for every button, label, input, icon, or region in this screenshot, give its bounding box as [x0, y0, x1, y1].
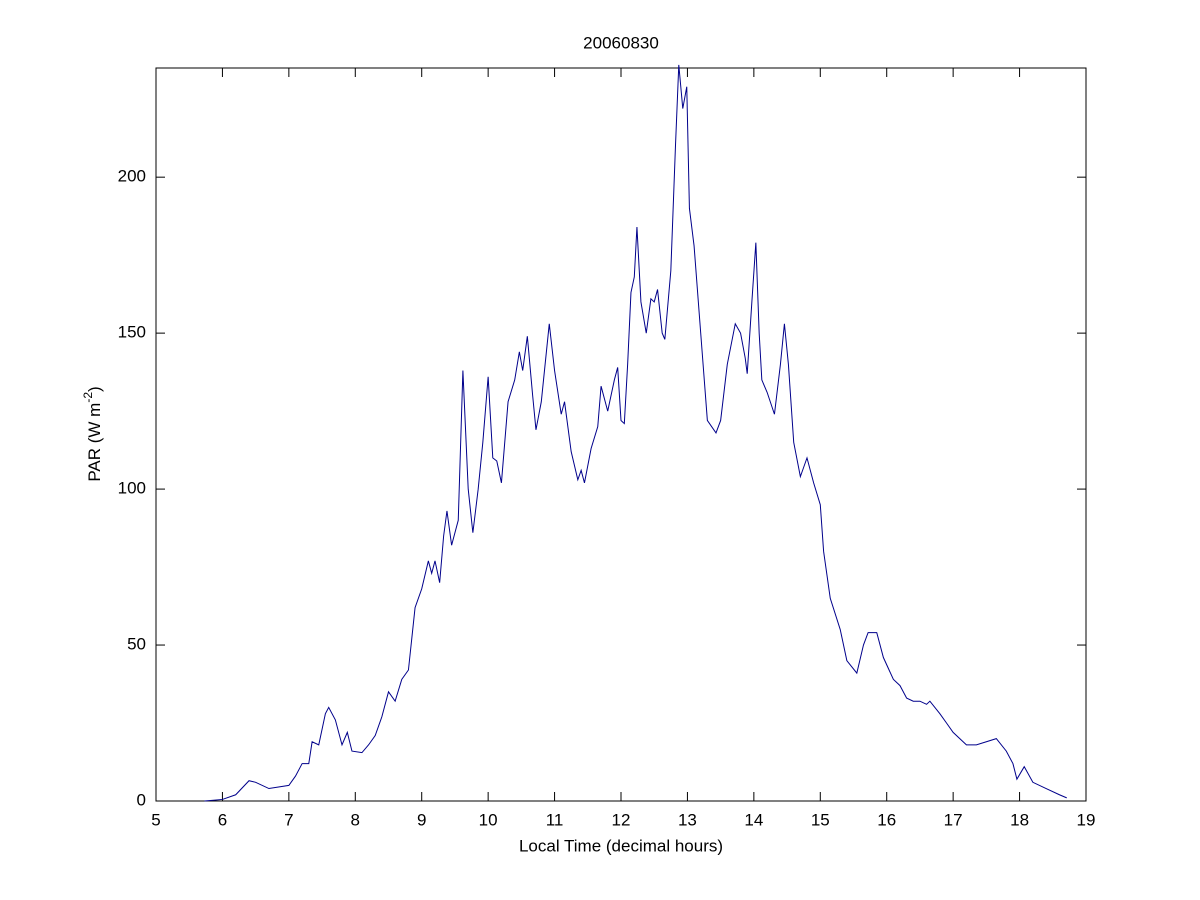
x-tick-label: 15 [811, 810, 830, 829]
y-tick-label: 0 [137, 790, 146, 809]
x-tick-label: 10 [479, 810, 498, 829]
x-tick-label: 14 [744, 810, 763, 829]
y-label-text: PAR (W m [85, 403, 104, 482]
x-tick-label: 5 [151, 810, 160, 829]
x-tick-label: 9 [417, 810, 426, 829]
x-tick-label: 18 [1010, 810, 1029, 829]
x-tick-label: 11 [546, 810, 564, 829]
y-tick-label: 150 [118, 323, 146, 342]
y-label-superscript: -2 [81, 392, 95, 403]
y-tick-label: 100 [118, 479, 146, 498]
x-tick-label: 12 [612, 810, 631, 829]
x-tick-label: 6 [218, 810, 227, 829]
chart-title: 20060830 [583, 33, 659, 52]
y-axis-label: PAR (W m-2) [81, 386, 104, 481]
x-tick-label: 7 [284, 810, 293, 829]
x-tick-label: 16 [877, 810, 896, 829]
y-label-suffix: ) [85, 386, 104, 392]
x-tick-label: 13 [678, 810, 697, 829]
y-tick-label: 50 [127, 635, 146, 654]
x-tick-label: 17 [944, 810, 963, 829]
x-tick-label: 8 [351, 810, 360, 829]
data-line [204, 64, 1067, 802]
x-axis-label: Local Time (decimal hours) [519, 836, 723, 855]
x-tick-label: 19 [1077, 810, 1096, 829]
y-tick-label: 200 [118, 167, 146, 186]
